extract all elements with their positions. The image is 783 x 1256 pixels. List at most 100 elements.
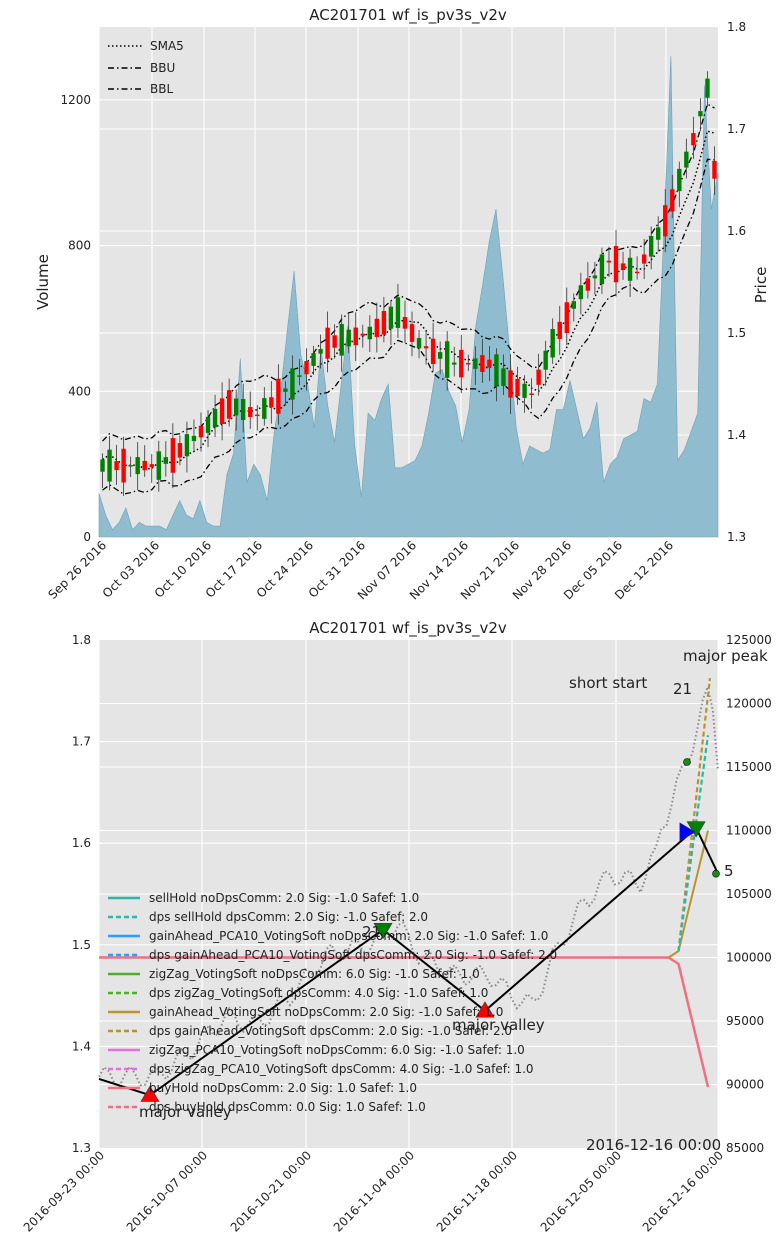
candle-body	[339, 323, 344, 356]
candle-body	[381, 311, 387, 335]
bot-x-tick-0: 2016-09-23 00:00	[21, 1148, 107, 1234]
candle-body	[656, 227, 661, 240]
y-axis-label-price: Price	[752, 267, 770, 304]
legend-entry-4: zigZag_VotingSoft noDpsComm: 6.0 Sig: -1…	[149, 967, 480, 981]
candle-body	[599, 254, 605, 285]
candle-body	[473, 358, 478, 369]
legend-entry-11: dps buyHold dpsComm: 0.0 Sig: 1.0 Safef:…	[149, 1100, 426, 1114]
candle-body	[311, 353, 316, 366]
bot-right-tick-7: 120000	[726, 697, 772, 711]
candle-body	[466, 362, 471, 365]
legend-entry-10: buyHold noDpsComm: 2.0 Sig: 1.0 Safef: 1…	[149, 1081, 417, 1095]
top-right-axis: 1.3 1.4 1.5 1.6 1.7 1.8	[727, 20, 746, 544]
candle-body	[367, 326, 373, 340]
candle-body	[212, 408, 218, 428]
candle-body	[262, 398, 267, 419]
bot-right-tick-3: 100000	[726, 951, 772, 965]
zigzag-annotations: short start major peak 21 major valley m…	[139, 647, 768, 1154]
candle-body	[142, 460, 147, 471]
dps-gainahead-line	[677, 677, 712, 952]
bot-x-tick-6: 2016-12-16 00:00	[640, 1148, 726, 1234]
legend-entry-3: dps gainAhead_PCA10_VotingSoft dpsComm: …	[149, 948, 557, 962]
bot-x-tick-1: 2016-10-07 00:00	[124, 1148, 210, 1234]
top-right-tick-1: 1.4	[727, 428, 746, 442]
candle-body	[712, 160, 717, 179]
bottom-chart: AC201701 wf_is_pv3s_v2v 1.31.41.51.61.71…	[21, 619, 772, 1235]
candle-body	[156, 451, 161, 480]
dps-sellhold-line	[677, 735, 710, 952]
candle-body	[585, 278, 591, 291]
bottom-grid	[98, 640, 719, 1148]
candle-body	[444, 341, 450, 378]
bot-left-tick-0: 1.3	[72, 1141, 91, 1155]
annotation-5: 5	[724, 862, 734, 880]
candle-body	[402, 316, 408, 329]
candle-body	[550, 328, 555, 358]
candle-body	[332, 335, 337, 348]
candle-body	[557, 321, 562, 340]
bottom-chart-title: AC201701 wf_is_pv3s_v2v	[309, 619, 507, 638]
candle-body	[121, 448, 126, 483]
candle-body	[297, 375, 302, 377]
candle-body	[670, 189, 675, 212]
bot-right-tick-4: 105000	[726, 887, 772, 901]
bot-x-tick-2: 2016-10-21 00:00	[228, 1148, 314, 1234]
candle-body	[198, 425, 204, 438]
price-dotted-line	[98, 683, 719, 1088]
candle-body	[346, 329, 351, 347]
annotation-21-mid: 21	[362, 923, 381, 941]
candle-body	[304, 361, 309, 375]
candle-body	[627, 257, 633, 281]
valley-marker-2	[475, 1001, 495, 1018]
top-right-tick-4: 1.7	[727, 122, 746, 136]
top-left-tick-2: 800	[68, 239, 91, 253]
candle-body	[177, 443, 183, 458]
candle-body	[205, 416, 211, 433]
annotation-short-start: short start	[569, 674, 647, 692]
candle-body	[480, 355, 485, 373]
candle-body	[452, 362, 457, 365]
top-right-tick-3: 1.6	[727, 224, 746, 238]
candle-body	[388, 306, 394, 329]
legend-entry-2: gainAhead_PCA10_VotingSoft noDpsComm: 2.…	[149, 929, 548, 943]
candle-body	[437, 352, 443, 359]
legend-entry-7: dps gainAhead_VotingSoft dpsComm: 2.0 Si…	[149, 1024, 512, 1038]
annotation-major-valley-1: major valley	[139, 1103, 232, 1121]
volume-area	[98, 56, 719, 538]
candle-body	[283, 388, 288, 392]
candle-body	[677, 168, 682, 192]
top-right-tick-5: 1.8	[727, 20, 746, 34]
bot-x-tick-5: 2016-12-05 00:00	[538, 1148, 624, 1234]
candle-body	[416, 338, 422, 349]
candle-body	[684, 151, 689, 168]
candle-body	[409, 324, 415, 342]
bot-left-tick-1: 1.4	[72, 1039, 91, 1053]
top-left-tick-0: 0	[83, 530, 91, 544]
bbl-line	[102, 158, 715, 495]
candle-body	[233, 398, 239, 416]
top-right-tick-0: 1.3	[727, 530, 746, 544]
bot-x-tick-3: 2016-11-04 00:00	[331, 1148, 417, 1234]
candle-body	[184, 434, 190, 457]
candle-body	[592, 275, 598, 279]
candle-body	[536, 369, 541, 385]
bot-right-tick-0: 85000	[726, 1141, 764, 1155]
bottom-x-axis: 2016-09-23 00:00 2016-10-07 00:00 2016-10-…	[21, 1148, 726, 1234]
legend-entry-1: dps sellHold dpsComm: 2.0 Sig: -1.0 Safe…	[149, 910, 428, 924]
bot-right-tick-8: 125000	[726, 633, 772, 647]
candle-body	[269, 397, 274, 408]
candle-body	[515, 378, 520, 397]
top-left-tick-3: 1200	[60, 93, 91, 107]
candle-body	[226, 390, 232, 419]
candle-body	[191, 435, 197, 442]
legend-entry-9: dps zigZag_PCA10_VotingSoft dpsComm: 4.0…	[149, 1062, 534, 1076]
candle-body	[705, 78, 710, 98]
top-x-tick-0: Sep 26 2016	[45, 538, 109, 602]
candle-body	[374, 318, 380, 338]
candle-body	[353, 327, 358, 346]
candle-body	[648, 236, 654, 257]
legend-entry-6: gainAhead_VotingSoft noDpsComm: 2.0 Sig:…	[149, 1005, 503, 1019]
top-left-tick-1: 400	[68, 384, 91, 398]
candle-body	[128, 465, 133, 467]
